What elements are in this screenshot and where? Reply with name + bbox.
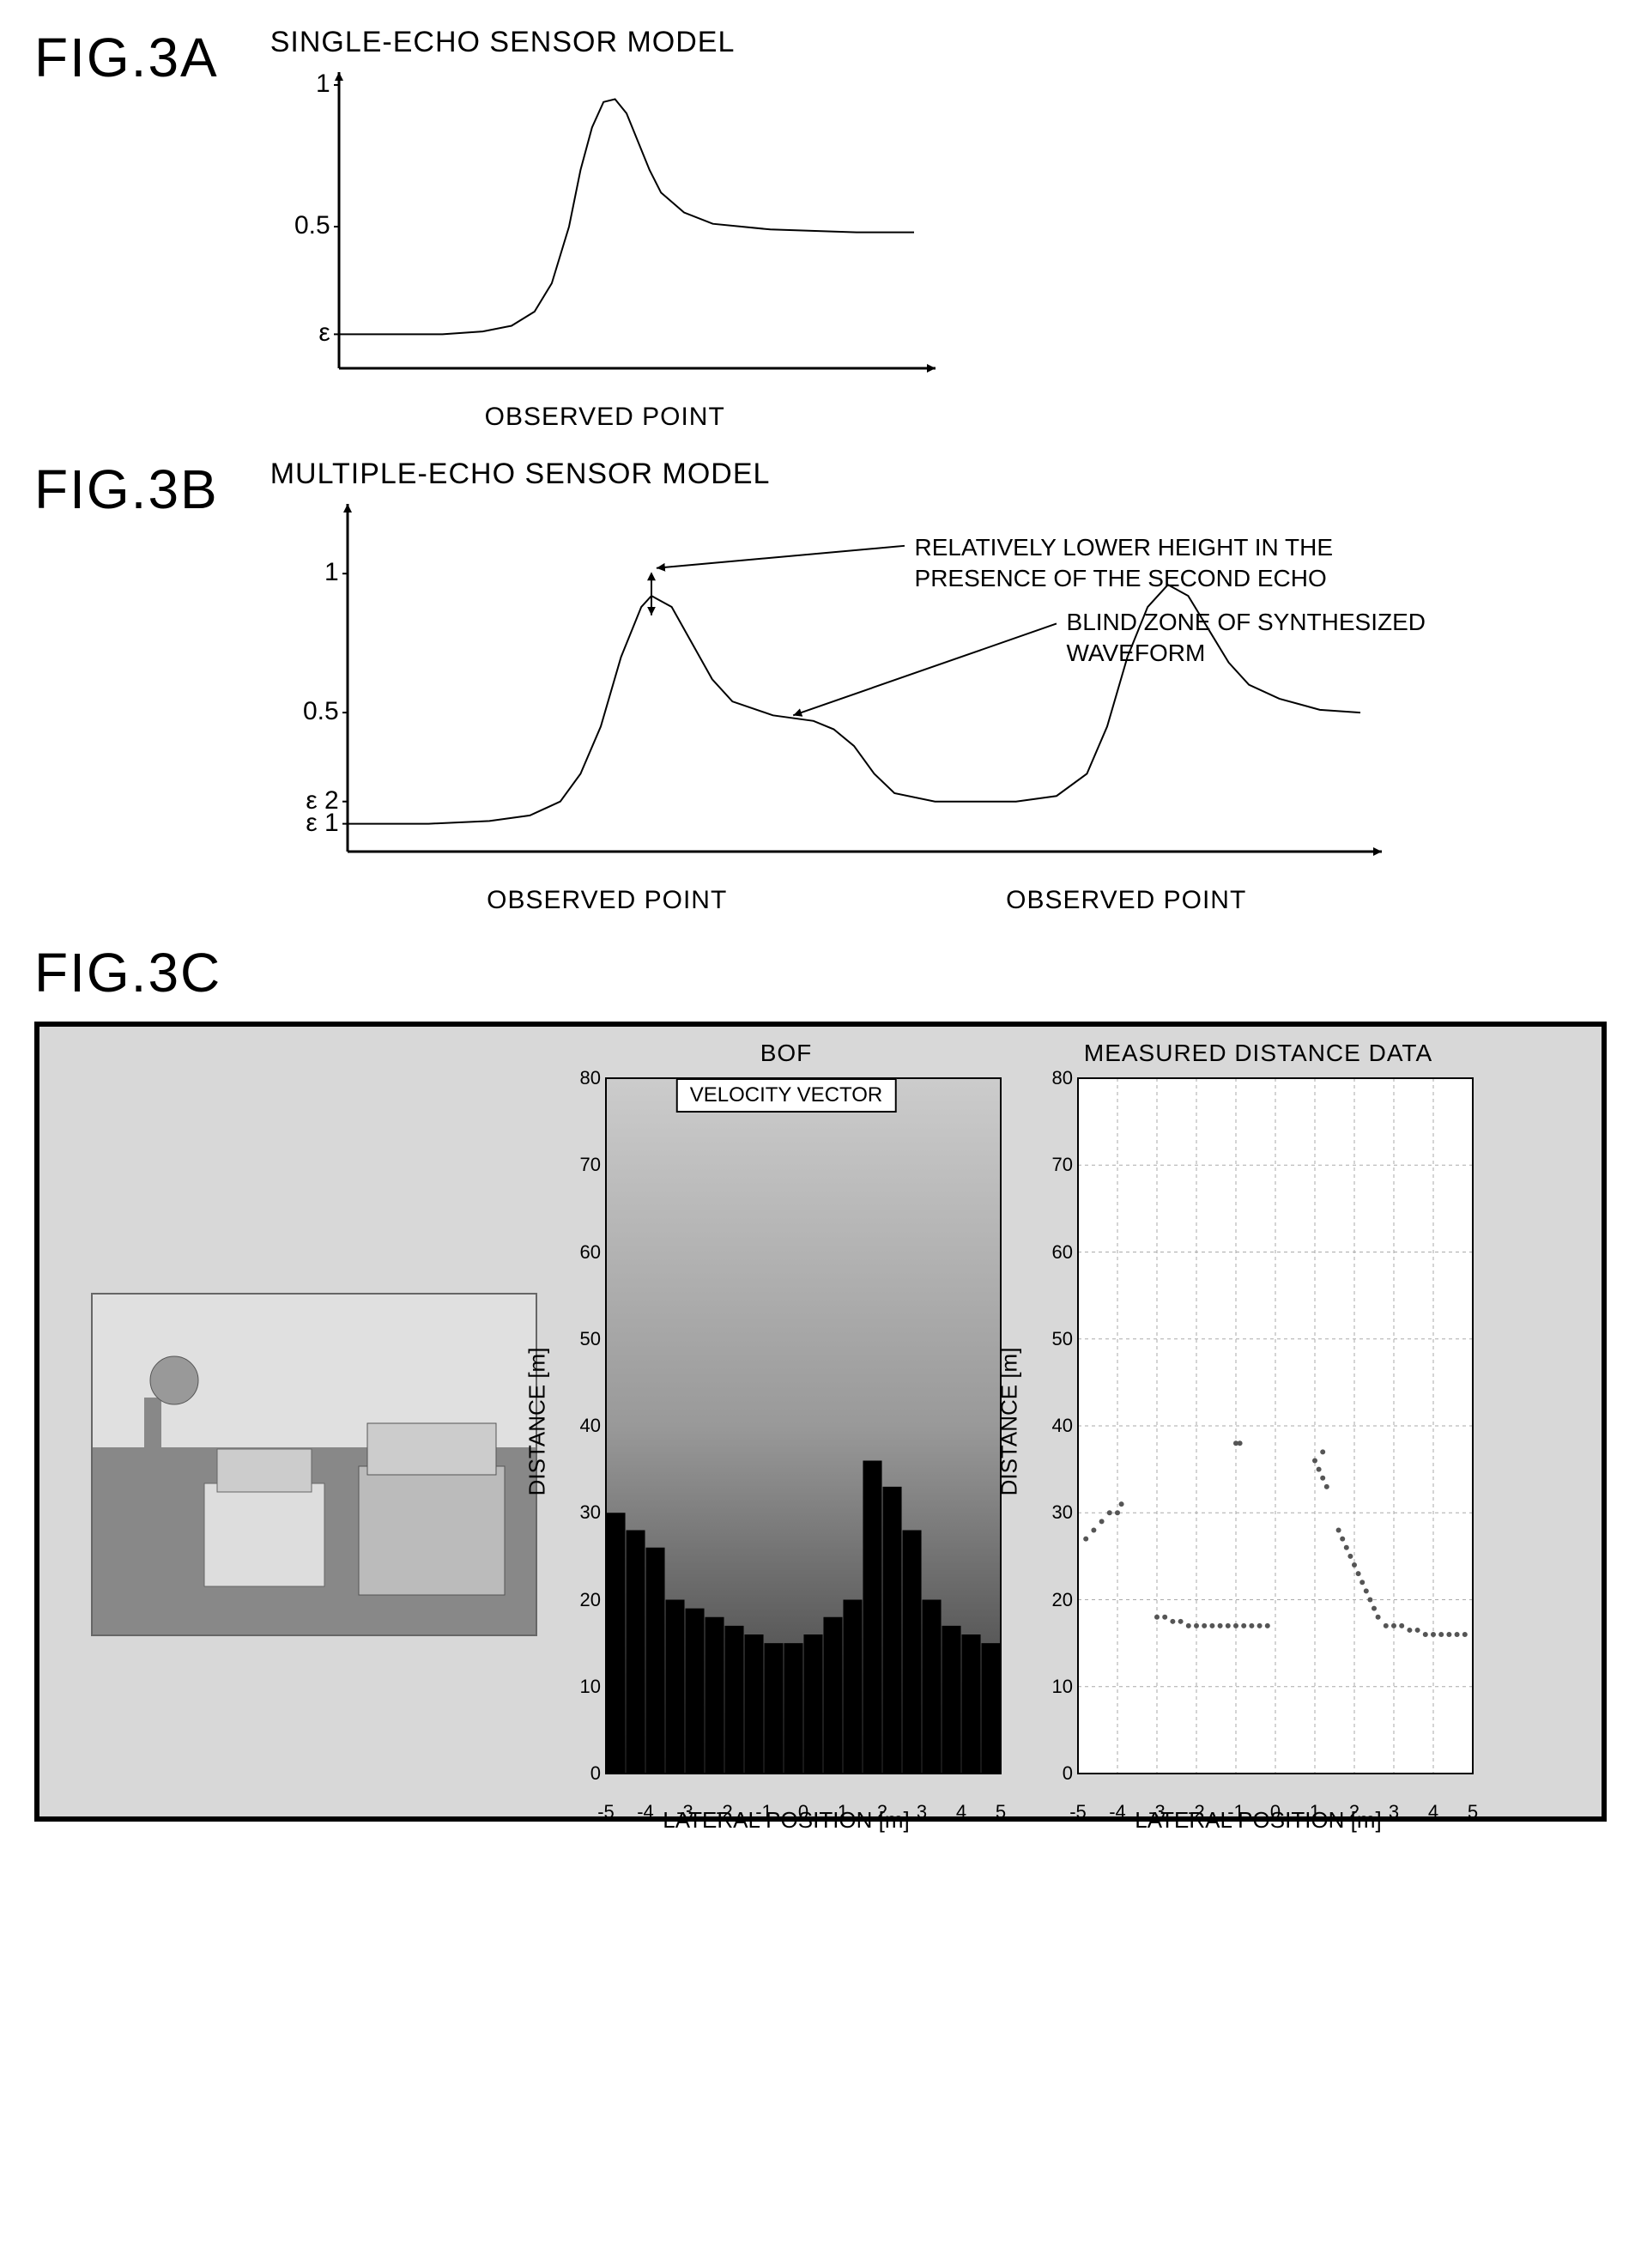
xtick-label: 3 xyxy=(917,1801,927,1823)
ytick-label: 70 xyxy=(580,1154,601,1176)
ytick-label: 1 xyxy=(270,70,330,99)
ytick-label: 60 xyxy=(1052,1241,1073,1264)
xtick-label: -3 xyxy=(676,1801,693,1823)
fig-label: FIG.3A xyxy=(34,26,219,89)
xtick-label: 4 xyxy=(956,1801,966,1823)
xtick-label: 2 xyxy=(877,1801,887,1823)
xlabel: OBSERVED POINT xyxy=(867,886,1386,915)
photo-panel xyxy=(91,1293,537,1636)
ytick-label: 40 xyxy=(1052,1415,1073,1437)
ytick-label: 80 xyxy=(580,1067,601,1089)
ytick-label: 60 xyxy=(580,1241,601,1264)
xlabel: OBSERVED POINT xyxy=(270,403,940,432)
xtick-label: -3 xyxy=(1148,1801,1166,1823)
fig-label: FIG.3C xyxy=(34,941,1607,1004)
xtick-label: -2 xyxy=(716,1801,733,1823)
ytick-label: 0 xyxy=(1063,1762,1073,1785)
bof-chart: BOF VELOCITY VECTOR DISTANCE [m] LATERAL… xyxy=(563,1044,1009,1799)
figure-3a: FIG.3A SINGLE-ECHO SENSOR MODEL 1 0.5 ε OB… xyxy=(34,26,1607,432)
xtick-label: -4 xyxy=(637,1801,654,1823)
fig-label: FIG.3B xyxy=(34,458,219,521)
ytick-label: 10 xyxy=(1052,1676,1073,1698)
xlabel: OBSERVED POINT xyxy=(348,886,867,915)
xtick-label: 1 xyxy=(1310,1801,1320,1823)
ytick-label: 0.5 xyxy=(270,211,330,240)
bof-title: BOF xyxy=(760,1040,813,1067)
ytick-label: ε xyxy=(270,318,330,348)
chart-3b: 10.5ε 2ε 1RELATIVELY LOWER HEIGHT IN THE… xyxy=(270,500,1386,877)
ytick-label: 30 xyxy=(580,1501,601,1524)
ytick-label: 70 xyxy=(1052,1154,1073,1176)
xtick-label: -4 xyxy=(1109,1801,1126,1823)
ytick-label: 1 xyxy=(270,558,339,587)
measured-title: MEASURED DISTANCE DATA xyxy=(1084,1040,1432,1067)
xtick-label: 5 xyxy=(996,1801,1006,1823)
xlabel-row: OBSERVED POINTOBSERVED POINT xyxy=(270,877,1386,915)
xtick-label: -1 xyxy=(1227,1801,1244,1823)
chart-title: MULTIPLE-ECHO SENSOR MODEL xyxy=(270,458,1386,491)
ytick-label: 40 xyxy=(580,1415,601,1437)
xtick-label: 1 xyxy=(838,1801,848,1823)
panel-3c: BOF VELOCITY VECTOR DISTANCE [m] LATERAL… xyxy=(34,1022,1607,1822)
ytick-label: ε 1 xyxy=(270,809,339,838)
xtick-label: -5 xyxy=(1069,1801,1087,1823)
measured-ylabel: DISTANCE [m] xyxy=(996,1348,1023,1496)
bof-legend: VELOCITY VECTOR xyxy=(676,1078,897,1113)
ytick-label: 0 xyxy=(590,1762,601,1785)
xtick-label: 0 xyxy=(1270,1801,1281,1823)
ytick-label: 50 xyxy=(1052,1328,1073,1350)
xtick-label: 2 xyxy=(1349,1801,1359,1823)
chart-3a: 1 0.5 ε xyxy=(270,68,940,394)
xtick-label: -2 xyxy=(1188,1801,1205,1823)
annotation-blind: BLIND ZONE OF SYNTHESIZED WAVEFORM xyxy=(1067,607,1426,670)
xtick-label: 5 xyxy=(1468,1801,1478,1823)
ytick-label: 80 xyxy=(1052,1067,1073,1089)
figure-3b: FIG.3B MULTIPLE-ECHO SENSOR MODEL 1 0.5 ε … xyxy=(34,458,1607,915)
measured-xlabel: LATERAL POSITION [m] xyxy=(1135,1807,1382,1834)
ytick-label: 20 xyxy=(1052,1589,1073,1611)
xtick-label: -5 xyxy=(597,1801,615,1823)
annotation-peak: RELATIVELY LOWER HEIGHT IN THE PRESENCE … xyxy=(915,532,1334,595)
xtick-label: -1 xyxy=(755,1801,772,1823)
xtick-label: 3 xyxy=(1389,1801,1399,1823)
ytick-label: 20 xyxy=(580,1589,601,1611)
bof-xlabel: LATERAL POSITION [m] xyxy=(663,1807,910,1834)
xtick-label: 0 xyxy=(798,1801,808,1823)
ytick-label: 50 xyxy=(580,1328,601,1350)
ytick-label: 10 xyxy=(580,1676,601,1698)
ytick-label: 0.5 xyxy=(270,697,339,726)
measured-chart: MEASURED DISTANCE DATA DISTANCE [m] LATE… xyxy=(1035,1044,1481,1799)
chart-title: SINGLE-ECHO SENSOR MODEL xyxy=(270,26,940,59)
figure-3c: FIG.3C BOF VELOCITY VECTOR DISTANCE [m] … xyxy=(34,941,1607,1822)
ytick-label: 30 xyxy=(1052,1501,1073,1524)
bof-ylabel: DISTANCE [m] xyxy=(524,1348,551,1496)
xtick-label: 4 xyxy=(1428,1801,1438,1823)
